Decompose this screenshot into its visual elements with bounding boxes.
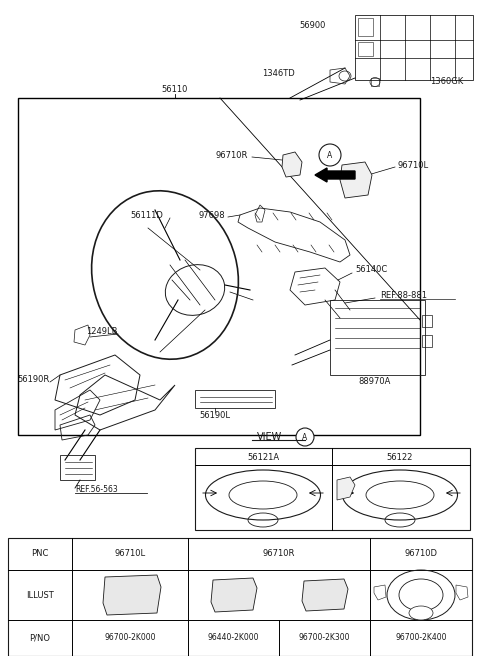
- Text: 97698: 97698: [198, 211, 225, 220]
- Text: REF.88-881: REF.88-881: [380, 291, 427, 300]
- Text: 56190R: 56190R: [18, 375, 50, 384]
- Polygon shape: [302, 579, 348, 611]
- Polygon shape: [340, 162, 372, 198]
- Text: 1346TD: 1346TD: [262, 70, 295, 79]
- Bar: [358, 42, 373, 56]
- Text: 96700-2K400: 96700-2K400: [395, 634, 447, 642]
- Bar: [371, 78, 379, 86]
- Text: 56122: 56122: [387, 453, 413, 462]
- Text: 96710L: 96710L: [114, 550, 145, 558]
- Bar: [233, 585, 245, 597]
- Text: 96710L: 96710L: [398, 161, 429, 169]
- Text: 96700-2K300: 96700-2K300: [298, 634, 350, 642]
- Bar: [355, 15, 473, 80]
- Bar: [217, 585, 229, 597]
- Text: A: A: [302, 432, 308, 441]
- Text: P/NO: P/NO: [29, 634, 50, 642]
- Text: 96440-2K000: 96440-2K000: [207, 634, 259, 642]
- Text: 56111D: 56111D: [130, 211, 163, 220]
- Bar: [60, 455, 95, 480]
- Polygon shape: [103, 575, 161, 615]
- Bar: [422, 335, 432, 347]
- Text: PNC: PNC: [31, 550, 48, 558]
- Text: 96710R: 96710R: [216, 150, 248, 159]
- Text: 56121A: 56121A: [247, 453, 279, 462]
- Text: 88970A: 88970A: [359, 377, 391, 386]
- Text: A: A: [327, 150, 333, 159]
- FancyArrow shape: [315, 168, 355, 182]
- Circle shape: [319, 144, 341, 166]
- Bar: [195, 448, 470, 530]
- Text: VIEW: VIEW: [257, 432, 283, 442]
- Polygon shape: [282, 152, 302, 177]
- Text: REF.56-563: REF.56-563: [75, 485, 118, 495]
- Text: 96700-2K000: 96700-2K000: [104, 634, 156, 642]
- Polygon shape: [337, 477, 355, 500]
- Text: 96710R: 96710R: [263, 550, 295, 558]
- Bar: [358, 18, 373, 36]
- Text: 56900: 56900: [300, 20, 326, 30]
- Bar: [324, 586, 335, 597]
- Text: 56110: 56110: [162, 85, 188, 94]
- Text: 56190L: 56190L: [200, 411, 230, 420]
- Bar: [110, 583, 121, 597]
- Text: 96710D: 96710D: [405, 550, 437, 558]
- Bar: [8, 538, 472, 656]
- Bar: [138, 583, 149, 597]
- Bar: [124, 583, 135, 597]
- Text: 56140C: 56140C: [355, 266, 387, 274]
- Ellipse shape: [409, 606, 433, 620]
- Bar: [18, 98, 420, 435]
- Bar: [195, 390, 275, 408]
- Polygon shape: [211, 578, 257, 612]
- Text: 1249LB: 1249LB: [86, 327, 118, 337]
- Bar: [330, 300, 425, 375]
- Text: 1360GK: 1360GK: [430, 77, 463, 87]
- Circle shape: [296, 428, 314, 446]
- Bar: [422, 315, 432, 327]
- Bar: [308, 586, 319, 597]
- Text: ILLUST: ILLUST: [26, 590, 54, 600]
